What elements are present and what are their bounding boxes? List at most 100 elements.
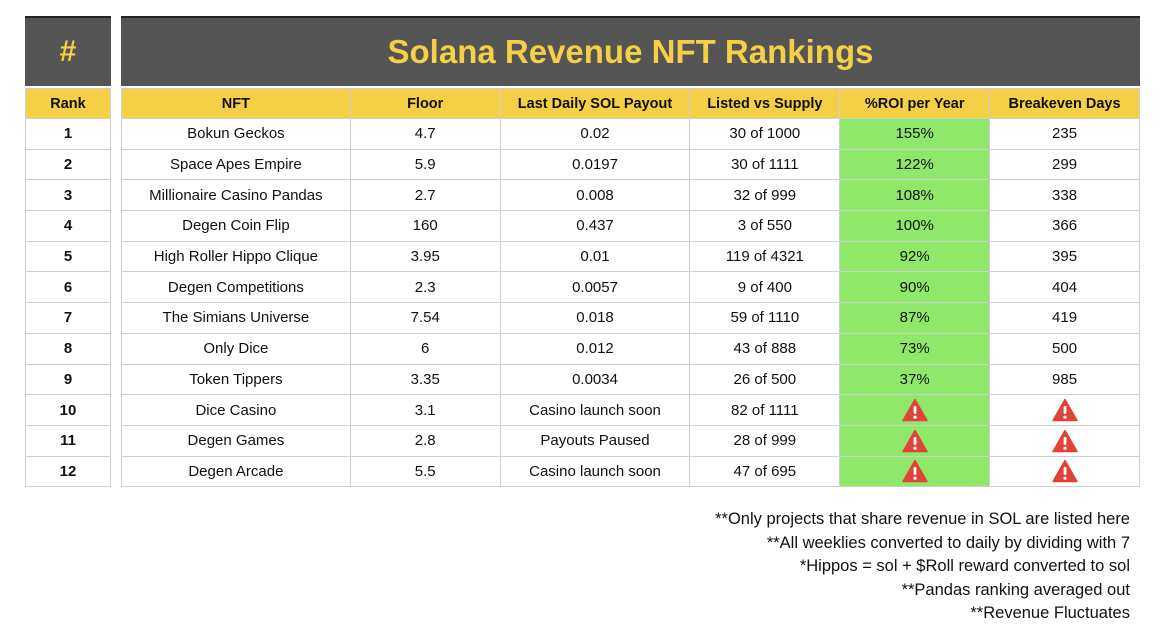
listed-cell: 30 of 1000	[689, 118, 841, 150]
payout-cell: 0.01	[499, 240, 691, 273]
floor-cell: 6	[349, 332, 501, 365]
hash-header: #	[25, 16, 111, 86]
table-row: Only Dice 6 0.012 43 of 888 73% 500	[121, 332, 1140, 365]
table-row: Space Apes Empire 5.9 0.0197 30 of 1111 122%…	[121, 148, 1140, 181]
breakeven-cell: 338	[989, 179, 1140, 212]
rank-row: 12	[25, 455, 111, 488]
breakeven-cell: 404	[989, 271, 1140, 304]
listed-cell: 30 of 1111	[689, 148, 841, 181]
roi-cell: 90%	[839, 271, 991, 304]
breakeven-cell	[989, 394, 1140, 426]
nft-cell: Degen Games	[121, 424, 351, 457]
roi-cell: 108%	[839, 179, 991, 212]
warning-icon	[1051, 398, 1078, 422]
nft-cell: Degen Competitions	[121, 271, 351, 304]
listed-cell: 32 of 999	[689, 179, 841, 212]
rank-row: 4	[25, 210, 111, 242]
floor-cell: 4.7	[349, 118, 501, 150]
roi-cell: 155%	[839, 118, 991, 150]
nft-cell: High Roller Hippo Clique	[121, 240, 351, 273]
listed-cell: 43 of 888	[689, 332, 841, 365]
payout-cell: 0.012	[499, 332, 691, 365]
payout-cell: Casino launch soon	[499, 455, 691, 488]
payout-cell: 0.437	[499, 210, 691, 242]
floor-cell: 2.8	[349, 424, 501, 457]
nft-cell: Millionaire Casino Pandas	[121, 179, 351, 212]
rank-row: 8	[25, 332, 111, 365]
breakeven-cell: 235	[989, 118, 1140, 150]
warning-icon	[1051, 429, 1078, 452]
column-header-breakeven: Breakeven Days	[989, 88, 1140, 119]
listed-cell: 119 of 4321	[689, 240, 841, 273]
breakeven-cell: 366	[989, 210, 1140, 242]
nft-cell: Degen Arcade	[121, 455, 351, 488]
warning-icon	[901, 398, 928, 422]
roi-cell: 37%	[839, 363, 991, 396]
rank-row: 6	[25, 271, 111, 304]
breakeven-cell: 299	[989, 148, 1140, 181]
payout-cell: 0.008	[499, 179, 691, 212]
floor-cell: 3.1	[349, 394, 501, 426]
floor-cell: 5.5	[349, 455, 501, 488]
rank-cell: 1	[25, 118, 111, 150]
footnote: *Hippos = sol + $Roll reward converted t…	[799, 557, 1130, 575]
listed-cell: 82 of 1111	[689, 394, 841, 426]
roi-cell: 122%	[839, 148, 991, 181]
roi-cell: 92%	[839, 240, 991, 273]
rank-row: 7	[25, 302, 111, 334]
footnote: **Only projects that share revenue in SO…	[715, 510, 1130, 528]
payout-cell: 0.0057	[499, 271, 691, 304]
column-header-nft: NFT	[121, 88, 351, 119]
rank-cell: 6	[25, 271, 111, 304]
rank-cell: 2	[25, 148, 111, 181]
footnote: **All weeklies converted to daily by div…	[766, 533, 1130, 552]
breakeven-cell: 500	[989, 332, 1140, 365]
rank-header: Rank	[25, 88, 111, 119]
rank-cell: 8	[25, 332, 111, 365]
breakeven-cell	[989, 455, 1140, 488]
roi-cell	[839, 455, 991, 488]
rank-cell: 10	[25, 394, 111, 426]
payout-cell: Payouts Paused	[499, 424, 691, 457]
listed-cell: 9 of 400	[689, 271, 841, 304]
footnote: **Pandas ranking averaged out	[901, 580, 1130, 599]
payout-cell: 0.02	[499, 118, 691, 150]
floor-cell: 160	[349, 210, 501, 242]
rank-cell: 12	[25, 455, 111, 488]
rank-row: 11	[25, 424, 111, 457]
column-header-roi: %ROI per Year	[839, 88, 991, 119]
table-row: The Simians Universe 7.54 0.018 59 of 1110 8…	[121, 302, 1140, 334]
rank-cell: 9	[25, 363, 111, 396]
nft-cell: Only Dice	[121, 332, 351, 365]
table-row: Bokun Geckos 4.7 0.02 30 of 1000 155% 235	[121, 118, 1140, 150]
floor-cell: 3.95	[349, 240, 501, 273]
roi-cell	[839, 394, 991, 426]
roi-cell: 73%	[839, 332, 991, 365]
breakeven-cell: 985	[989, 363, 1140, 396]
roi-cell: 100%	[839, 210, 991, 242]
table-row: Degen Competitions 2.3 0.0057 9 of 400 90% 40…	[121, 271, 1140, 304]
listed-cell: 26 of 500	[689, 363, 841, 396]
floor-cell: 2.7	[349, 179, 501, 212]
roi-cell: 87%	[839, 302, 991, 334]
table-row: Degen Coin Flip 160 0.437 3 of 550 100% 366	[121, 210, 1140, 242]
table-row: Dice Casino 3.1 Casino launch soon 82 of 11…	[121, 394, 1140, 426]
listed-cell: 3 of 550	[689, 210, 841, 242]
rank-row: 3	[25, 179, 111, 212]
breakeven-cell	[989, 424, 1140, 457]
floor-cell: 7.54	[349, 302, 501, 334]
footnotes: **Only projects that share revenue in SO…	[715, 508, 1130, 626]
column-header-floor: Floor	[349, 88, 501, 119]
payout-cell: 0.018	[499, 302, 691, 334]
rank-cell: 5	[25, 240, 111, 273]
nft-cell: Space Apes Empire	[121, 148, 351, 181]
warning-icon	[901, 460, 928, 483]
breakeven-cell: 395	[989, 240, 1140, 273]
warning-icon	[1051, 460, 1078, 483]
footnote: **Revenue Fluctuates	[970, 604, 1130, 622]
table-row: Degen Games 2.8 Payouts Paused 28 of 999	[121, 424, 1140, 457]
column-header-listed: Listed vs Supply	[689, 88, 841, 119]
rank-row: 5	[25, 240, 111, 273]
nft-cell: Token Tippers	[121, 363, 351, 396]
